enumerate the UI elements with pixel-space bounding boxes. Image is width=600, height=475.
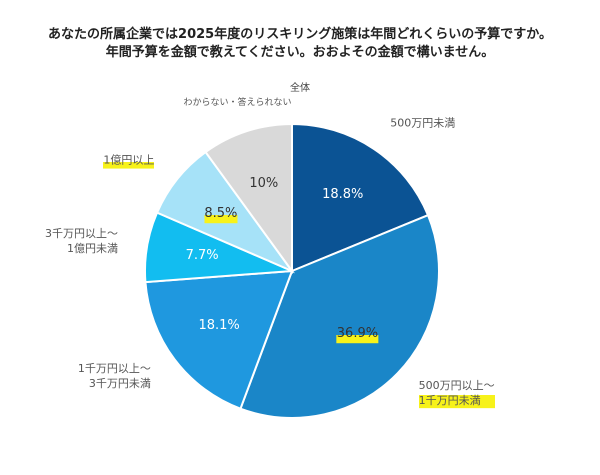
pie-slice — [144, 269, 294, 410]
chart-subtitle: 全体 — [290, 83, 310, 94]
category-label: 1億円以上 — [103, 153, 155, 169]
chart-title: あなたの所属企業では2025年度のリスキリング施策は年間どれくらいの予算ですか。… — [48, 27, 552, 60]
value-label: 18.1% — [198, 317, 240, 333]
value-label: 18.8% — [322, 187, 364, 203]
value-label: 7.7% — [185, 248, 219, 264]
category-label: 500万円未満 — [390, 117, 456, 131]
value-label: 8.5% — [204, 205, 238, 223]
pie-slice — [239, 213, 440, 419]
category-label: 1千万円以上～ 3千万円未満 — [77, 362, 151, 390]
category-label: 500万円以上～ 1千万円未満 — [418, 378, 495, 409]
pie-slice — [204, 122, 293, 275]
value-label: 36.9% — [336, 325, 379, 344]
value-label: 10% — [249, 176, 279, 192]
category-label: わからない・答えられない — [183, 98, 292, 109]
category-label: 3千万円以上～ 1億円未満 — [45, 226, 119, 255]
pie-slice — [291, 122, 430, 273]
